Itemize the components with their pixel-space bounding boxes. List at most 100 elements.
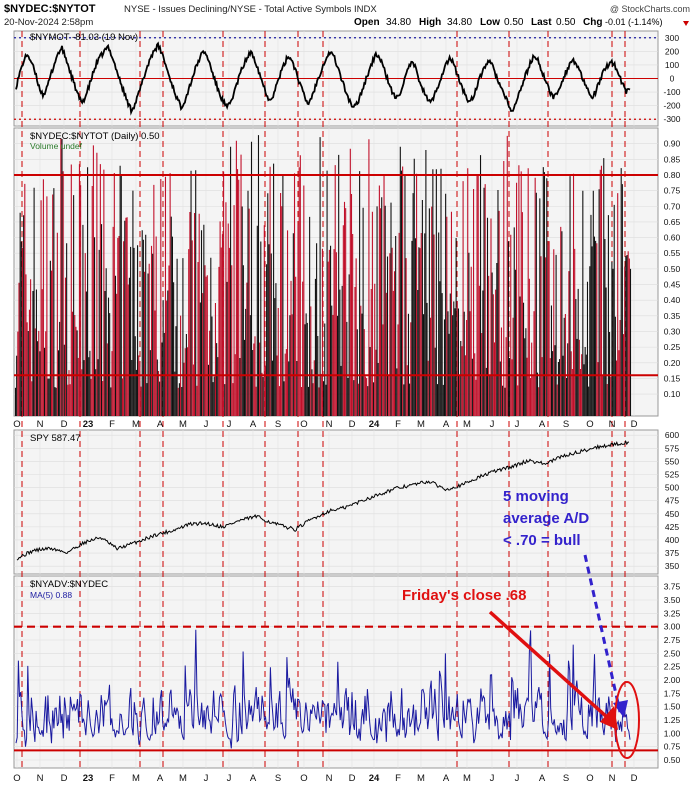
y-tick-label: 2.75 — [664, 635, 681, 645]
x-tick-label: J — [227, 419, 232, 430]
y-tick-label: -200 — [663, 101, 680, 111]
x-tick-label: F — [109, 419, 115, 430]
x-tick-label: S — [563, 773, 569, 784]
y-tick-label: 2.50 — [664, 648, 681, 658]
high-label: High — [419, 17, 441, 28]
y-tick-label: 0.40 — [664, 295, 681, 305]
x-tick-label: F — [109, 773, 115, 784]
x-axis-labels: O N D 23 F M A M J J A S O N D 24 F M A M J J A S O N D O N D 23 F M A M J J… — [13, 419, 637, 784]
y-tick-label: 400 — [665, 535, 679, 545]
spy-series — [16, 439, 630, 561]
x-tick-label: 23 — [83, 773, 94, 784]
x-tick-label: S — [275, 773, 281, 784]
y-tick-label: 500 — [665, 483, 679, 493]
x-tick-label: N — [609, 773, 616, 784]
chg-label: Chg — [583, 17, 602, 28]
y-tick-label: 0.55 — [664, 248, 681, 258]
x-tick-label: D — [631, 773, 638, 784]
chart-symbol: $NYDEC:$NYTOT — [4, 3, 96, 15]
x-tick-label: J — [204, 419, 209, 430]
axis-tick-labels: -300 -200 -100 0 100 200 300 0.10 0.15 0.20 0.25 0.… — [663, 33, 680, 765]
x-tick-label: N — [326, 419, 333, 430]
low-value: 0.50 — [504, 17, 524, 28]
x-tick-label: J — [515, 773, 520, 784]
y-tick-label: 600 — [665, 430, 679, 440]
panel-spy — [13, 429, 659, 575]
y-tick-label: 375 — [665, 548, 679, 558]
y-tick-label: 0.15 — [664, 373, 681, 383]
y-tick-label: 0.85 — [664, 154, 681, 164]
x-tick-label: F — [395, 773, 401, 784]
y-tick-label: 350 — [665, 561, 679, 571]
y-tick-label: 3.25 — [664, 608, 681, 618]
x-tick-label: J — [515, 419, 520, 430]
y-tick-label: 0.35 — [664, 311, 681, 321]
oscillator-line — [15, 41, 631, 116]
chg-value: -0.01 (-1.14%) — [605, 17, 663, 27]
x-tick-label: D — [61, 419, 68, 430]
x-tick-label: A — [250, 773, 257, 784]
x-tick-label: O — [586, 419, 593, 430]
legend-nyadv: $NYADV:$NYDEC — [30, 579, 108, 590]
x-tick-label: M — [417, 419, 425, 430]
x-tick-label: D — [349, 773, 356, 784]
x-tick-label: A — [250, 419, 257, 430]
watermark: @ StockCharts.com — [610, 4, 690, 14]
x-tick-label: N — [37, 773, 44, 784]
y-tick-label: 2.25 — [664, 662, 681, 672]
annotation-blue-line1: 5 moving — [503, 488, 569, 505]
spy-price-line — [16, 439, 630, 561]
last-label: Last — [531, 17, 552, 28]
legend-nydec-ratio: $NYDEC:$NYTOT (Daily) 0.50 — [30, 131, 160, 142]
x-tick-label: D — [61, 773, 68, 784]
x-tick-label: A — [443, 419, 450, 430]
x-tick-label: O — [13, 773, 20, 784]
y-tick-label: 1.75 — [664, 688, 681, 698]
chart-description: NYSE - Issues Declining/NYSE - Total Act… — [124, 4, 377, 15]
y-tick-label: 0.90 — [664, 139, 681, 149]
y-tick-label: 100 — [665, 60, 679, 70]
ma5-line — [15, 629, 631, 749]
y-tick-label: 3.00 — [664, 622, 681, 632]
y-tick-label: 425 — [665, 522, 679, 532]
y-tick-label: 1.50 — [664, 702, 681, 712]
x-tick-label: J — [490, 419, 495, 430]
x-tick-label: A — [157, 419, 164, 430]
x-tick-label: A — [443, 773, 450, 784]
nydec-ratio-bars — [14, 135, 658, 416]
x-tick-label: N — [609, 419, 616, 430]
x-tick-label: A — [157, 773, 164, 784]
x-tick-label: 24 — [369, 419, 380, 430]
x-tick-label: M — [417, 773, 425, 784]
x-tick-label: M — [463, 773, 471, 784]
x-tick-label: N — [37, 419, 44, 430]
x-tick-label: A — [539, 419, 546, 430]
x-tick-label: M — [132, 773, 140, 784]
y-tick-label: 0.10 — [664, 389, 681, 399]
down-arrow-icon — [683, 21, 689, 26]
annotation-blue-line2: average A/D — [503, 510, 589, 527]
y-tick-label: 0.50 — [664, 755, 681, 765]
red-vertical-markers — [21, 31, 626, 768]
y-tick-label: 475 — [665, 496, 679, 506]
y-tick-label: 200 — [665, 46, 679, 56]
open-value: 34.80 — [386, 17, 411, 28]
x-tick-label: O — [13, 419, 20, 430]
last-value: 0.50 — [556, 17, 576, 28]
x-tick-label: F — [395, 419, 401, 430]
y-tick-label: 0.65 — [664, 217, 681, 227]
x-tick-label: S — [275, 419, 281, 430]
y-tick-label: 3.75 — [664, 582, 681, 592]
y-tick-label: 0.25 — [664, 342, 681, 352]
x-tick-label: M — [132, 419, 140, 430]
y-tick-label: 0.75 — [664, 186, 681, 196]
high-value: 34.80 — [447, 17, 472, 28]
oscillator-series — [14, 37, 658, 120]
y-tick-label: 450 — [665, 509, 679, 519]
panel-nyadv-nydec — [13, 575, 659, 769]
legend-volume: Volume undef — [30, 141, 83, 151]
annotation-blue-arrow — [583, 554, 622, 713]
x-tick-label: O — [300, 419, 307, 430]
legend-spy: SPY 587.47 — [30, 433, 81, 444]
x-tick-label: M — [463, 419, 471, 430]
